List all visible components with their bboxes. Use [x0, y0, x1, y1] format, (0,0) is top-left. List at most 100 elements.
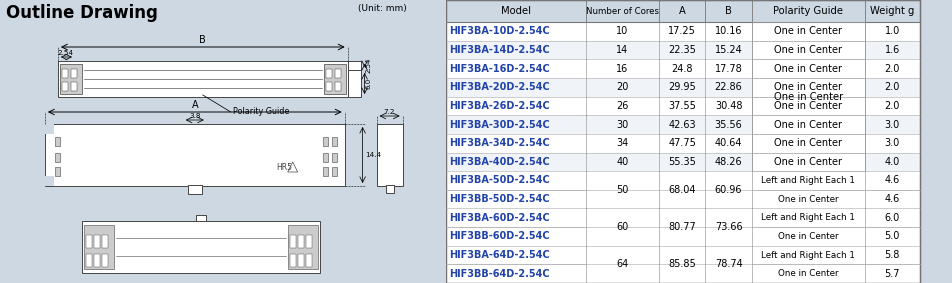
Text: 14: 14 — [616, 45, 628, 55]
Text: B: B — [725, 6, 732, 16]
Text: Polarity Guide: Polarity Guide — [232, 108, 289, 117]
Text: 17.78: 17.78 — [715, 64, 743, 74]
Bar — [331, 153, 337, 162]
Bar — [446, 22, 920, 41]
Bar — [60, 64, 82, 94]
Bar — [331, 137, 337, 146]
Text: Outline Drawing: Outline Drawing — [6, 4, 158, 22]
Text: 68.04: 68.04 — [668, 185, 696, 195]
Bar — [102, 254, 108, 267]
Bar — [377, 124, 403, 186]
Bar — [446, 208, 920, 246]
Text: Model: Model — [502, 6, 531, 16]
Text: One in Center: One in Center — [774, 101, 843, 111]
Text: HIF3BA-26D-2.54C: HIF3BA-26D-2.54C — [449, 101, 550, 111]
Text: 80.77: 80.77 — [668, 222, 696, 232]
Text: 73.66: 73.66 — [715, 222, 743, 232]
Text: Left and Right Each 1: Left and Right Each 1 — [762, 176, 856, 185]
Text: HIF3BA-40D-2.54C: HIF3BA-40D-2.54C — [449, 157, 550, 167]
Text: 48.26: 48.26 — [715, 157, 743, 167]
Text: 17.25: 17.25 — [668, 26, 696, 36]
Text: Polarity Guide: Polarity Guide — [773, 6, 843, 16]
Text: 2.54: 2.54 — [58, 50, 74, 56]
Text: 78.74: 78.74 — [715, 259, 743, 269]
Text: HIF3BA-20D-2.54C: HIF3BA-20D-2.54C — [449, 82, 550, 92]
Text: One in Center: One in Center — [778, 232, 839, 241]
Text: HIF3BA-16D-2.54C: HIF3BA-16D-2.54C — [449, 64, 550, 74]
Bar — [82, 221, 320, 273]
Text: 5.8: 5.8 — [884, 250, 900, 260]
Bar — [306, 235, 311, 248]
Text: HIF3BA-60D-2.54C: HIF3BA-60D-2.54C — [449, 213, 550, 223]
Bar — [289, 254, 296, 267]
Text: B: B — [199, 35, 207, 45]
Text: One in Center: One in Center — [778, 269, 839, 278]
Bar — [446, 97, 920, 115]
Text: One in Center: One in Center — [774, 26, 843, 36]
Text: 26: 26 — [616, 101, 628, 111]
Bar — [84, 225, 114, 269]
Text: 3.0: 3.0 — [884, 138, 900, 148]
Bar — [446, 41, 920, 59]
Bar — [446, 78, 920, 97]
Bar — [289, 235, 296, 248]
Bar — [446, 0, 920, 22]
Bar — [347, 70, 361, 97]
Text: HIF3BA-30D-2.54C: HIF3BA-30D-2.54C — [449, 119, 550, 130]
Bar — [86, 235, 92, 248]
Bar — [45, 176, 54, 186]
Bar — [323, 153, 327, 162]
Text: (Unit: mm): (Unit: mm) — [358, 4, 407, 13]
Bar — [55, 137, 60, 146]
Text: 4.6: 4.6 — [884, 194, 900, 204]
Text: 29.95: 29.95 — [668, 82, 696, 92]
Bar — [306, 254, 311, 267]
Text: 37.55: 37.55 — [668, 101, 696, 111]
Text: 14.4: 14.4 — [366, 152, 382, 158]
Text: HIF3BA-14D-2.54C: HIF3BA-14D-2.54C — [449, 45, 550, 55]
Text: A: A — [191, 100, 198, 110]
Text: 22.86: 22.86 — [715, 82, 743, 92]
Bar — [86, 254, 92, 267]
Text: 60: 60 — [616, 222, 628, 232]
Text: 4.0: 4.0 — [884, 157, 900, 167]
Text: HIF3BA-34D-2.54C: HIF3BA-34D-2.54C — [449, 138, 550, 148]
Text: HIF3BA-50D-2.54C: HIF3BA-50D-2.54C — [449, 175, 550, 185]
Text: 7.2: 7.2 — [384, 109, 395, 115]
Text: 50: 50 — [616, 185, 628, 195]
Text: HIF3BB-60D-2.54C: HIF3BB-60D-2.54C — [449, 231, 550, 241]
Text: One in Center: One in Center — [774, 157, 843, 167]
Text: 10.16: 10.16 — [715, 26, 743, 36]
Text: HR5: HR5 — [277, 163, 292, 172]
Bar — [446, 171, 920, 208]
Text: One in Center: One in Center — [778, 195, 839, 203]
Bar — [324, 64, 346, 94]
Text: 2.54: 2.54 — [366, 58, 371, 73]
Text: 2.0: 2.0 — [884, 101, 900, 111]
Bar — [94, 235, 100, 248]
Text: 64: 64 — [616, 259, 628, 269]
Text: 30.48: 30.48 — [715, 101, 743, 111]
Text: HIF3BB-64D-2.54C: HIF3BB-64D-2.54C — [449, 269, 550, 279]
Text: HIF3BA-10D-2.54C: HIF3BA-10D-2.54C — [449, 26, 550, 36]
Text: 1.6: 1.6 — [884, 45, 900, 55]
Text: 6.0: 6.0 — [884, 213, 900, 223]
Text: 47.75: 47.75 — [668, 138, 696, 148]
Text: 55.35: 55.35 — [668, 157, 696, 167]
Text: Number of Cores: Number of Cores — [585, 7, 659, 16]
Text: 16: 16 — [616, 64, 628, 74]
Bar — [288, 225, 318, 269]
Text: 22.35: 22.35 — [668, 45, 696, 55]
Text: 15.24: 15.24 — [715, 45, 743, 55]
Text: One in Center: One in Center — [774, 119, 843, 130]
Bar — [298, 235, 304, 248]
Bar — [102, 235, 108, 248]
Bar — [55, 167, 60, 176]
Text: 42.63: 42.63 — [668, 119, 696, 130]
Text: 6.0: 6.0 — [366, 78, 371, 89]
Text: One in Center: One in Center — [774, 45, 843, 55]
Text: One in Center: One in Center — [774, 92, 843, 102]
Text: 40: 40 — [616, 157, 628, 167]
Text: One in Center: One in Center — [774, 138, 843, 148]
Bar — [94, 254, 100, 267]
